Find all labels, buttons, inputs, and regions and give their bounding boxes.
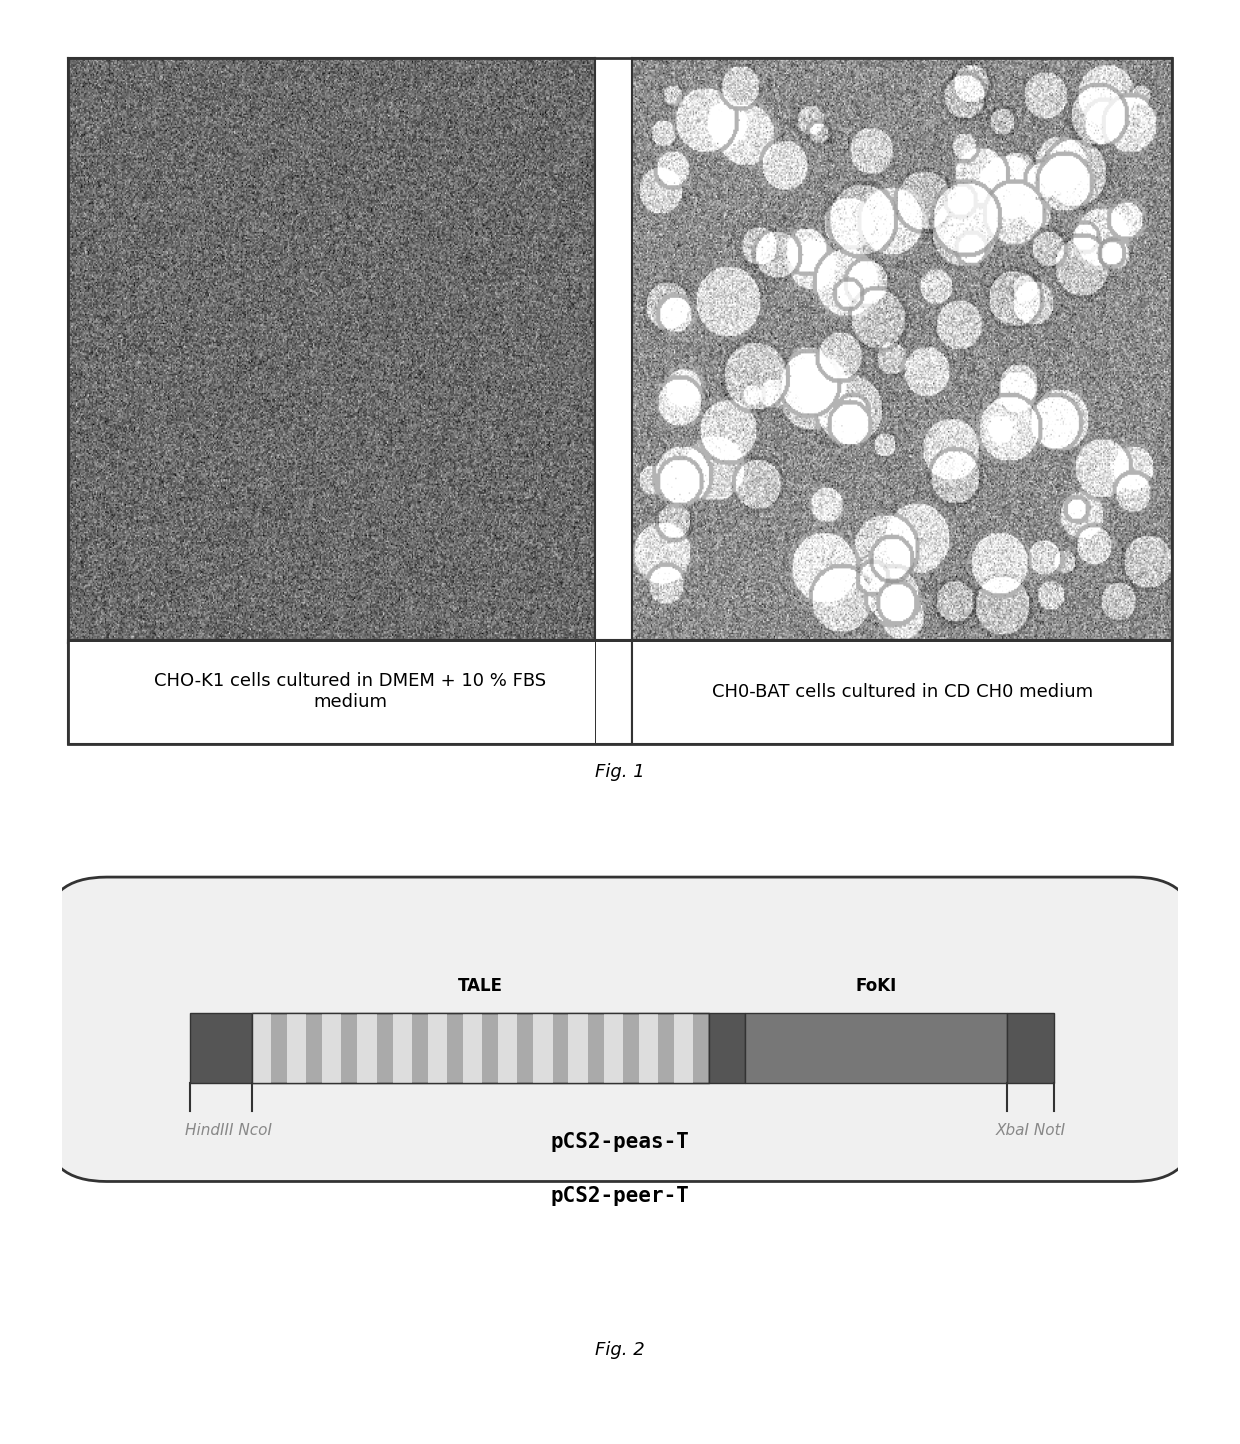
Text: HindIII NcoI: HindIII NcoI [185, 1122, 272, 1138]
Bar [286, 1012, 306, 1083]
Bar [533, 1012, 553, 1083]
Bar [639, 1012, 658, 1083]
Text: FoKI: FoKI [856, 978, 897, 995]
Bar [393, 1012, 412, 1083]
Text: XbaI NotI: XbaI NotI [996, 1122, 1066, 1138]
Bar [357, 1012, 377, 1083]
Text: pCS2-peas-T: pCS2-peas-T [551, 1132, 689, 1152]
Bar [191, 1012, 252, 1083]
Text: Fig. 2: Fig. 2 [595, 1341, 645, 1359]
Bar [709, 1012, 745, 1083]
Bar [463, 1012, 482, 1083]
Bar [675, 1012, 693, 1083]
Bar [568, 1012, 588, 1083]
Text: TALE: TALE [458, 978, 503, 995]
Bar [252, 1012, 272, 1083]
Bar [252, 1012, 709, 1083]
Bar [1007, 1012, 1054, 1083]
FancyBboxPatch shape [45, 877, 1195, 1181]
Bar [252, 1012, 709, 1083]
Text: pCS2-peer-T: pCS2-peer-T [551, 1187, 689, 1206]
Bar [498, 1012, 517, 1083]
Text: CHO-K1 cells cultured in DMEM + 10 % FBS
medium: CHO-K1 cells cultured in DMEM + 10 % FBS… [154, 673, 547, 710]
Text: CH0-BAT cells cultured in CD CH0 medium: CH0-BAT cells cultured in CD CH0 medium [712, 683, 1092, 700]
Bar [428, 1012, 448, 1083]
Bar [322, 1012, 341, 1083]
Bar [68, 640, 1172, 643]
Bar [745, 1012, 1007, 1083]
Bar [604, 1012, 622, 1083]
Text: Fig. 1: Fig. 1 [595, 762, 645, 781]
